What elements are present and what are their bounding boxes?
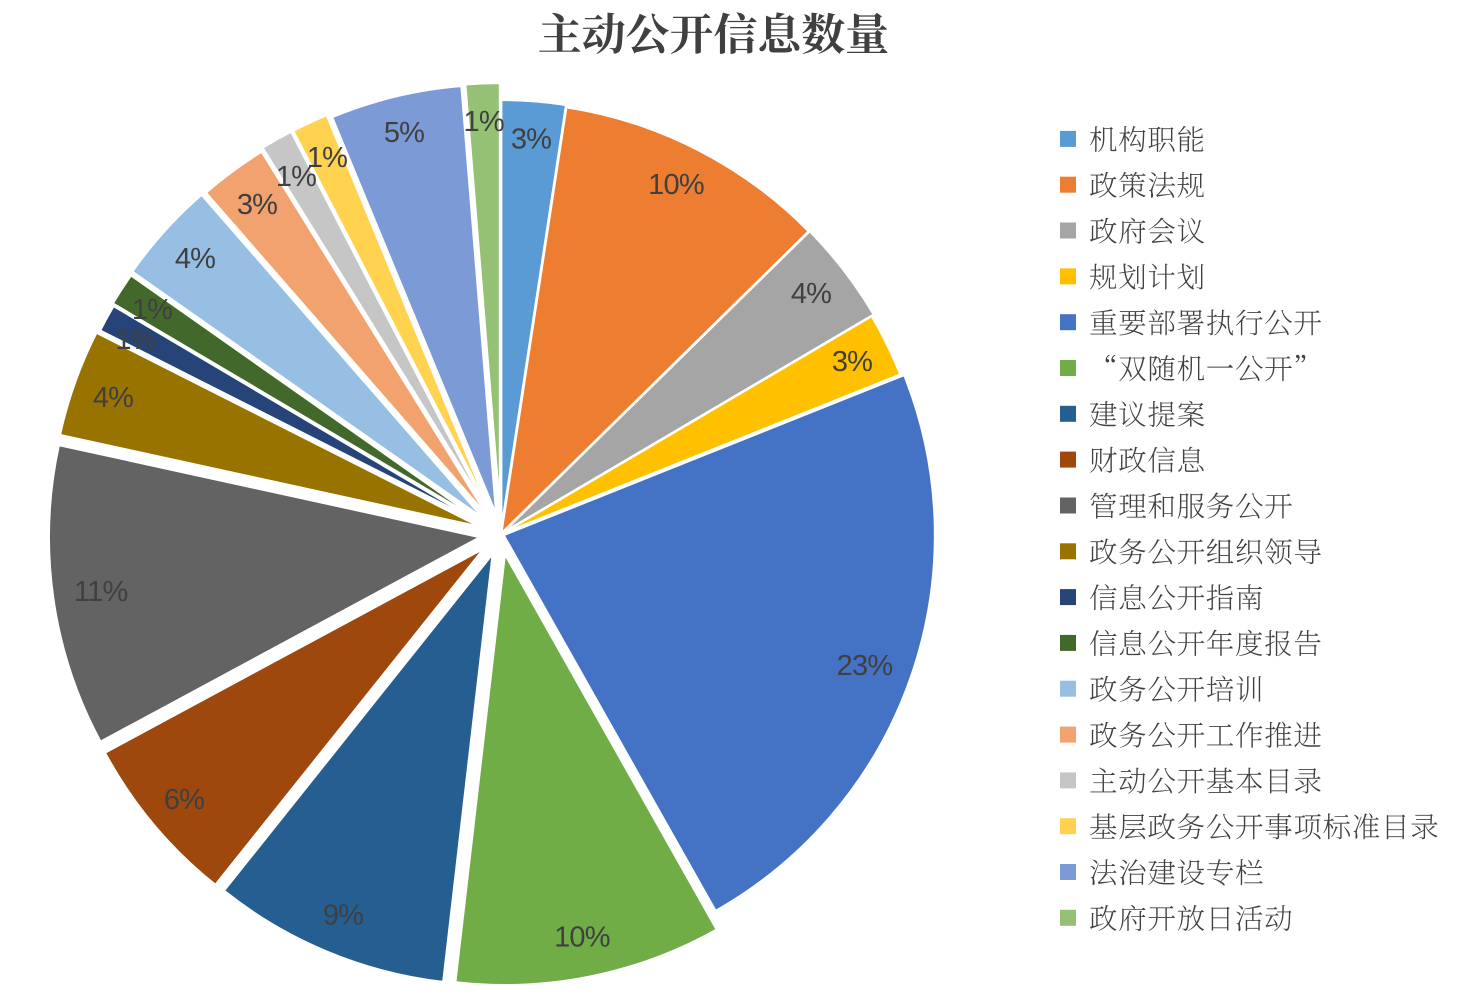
svg-text:3%: 3% [832, 346, 872, 378]
svg-text:4%: 4% [175, 243, 215, 275]
svg-text:1%: 1% [115, 324, 155, 356]
svg-text:3%: 3% [237, 189, 277, 221]
svg-text:10%: 10% [648, 169, 704, 201]
svg-text:6%: 6% [164, 784, 204, 816]
svg-text:1%: 1% [464, 106, 504, 138]
svg-text:1%: 1% [307, 142, 347, 174]
svg-text:10%: 10% [554, 922, 610, 954]
svg-text:1%: 1% [132, 294, 172, 326]
svg-text:5%: 5% [384, 117, 424, 149]
svg-text:4%: 4% [93, 382, 133, 414]
svg-text:11%: 11% [74, 576, 128, 608]
svg-text:1%: 1% [276, 161, 316, 193]
svg-text:3%: 3% [511, 124, 551, 156]
svg-text:4%: 4% [791, 278, 831, 310]
svg-text:9%: 9% [323, 899, 363, 931]
svg-text:23%: 23% [837, 650, 893, 682]
